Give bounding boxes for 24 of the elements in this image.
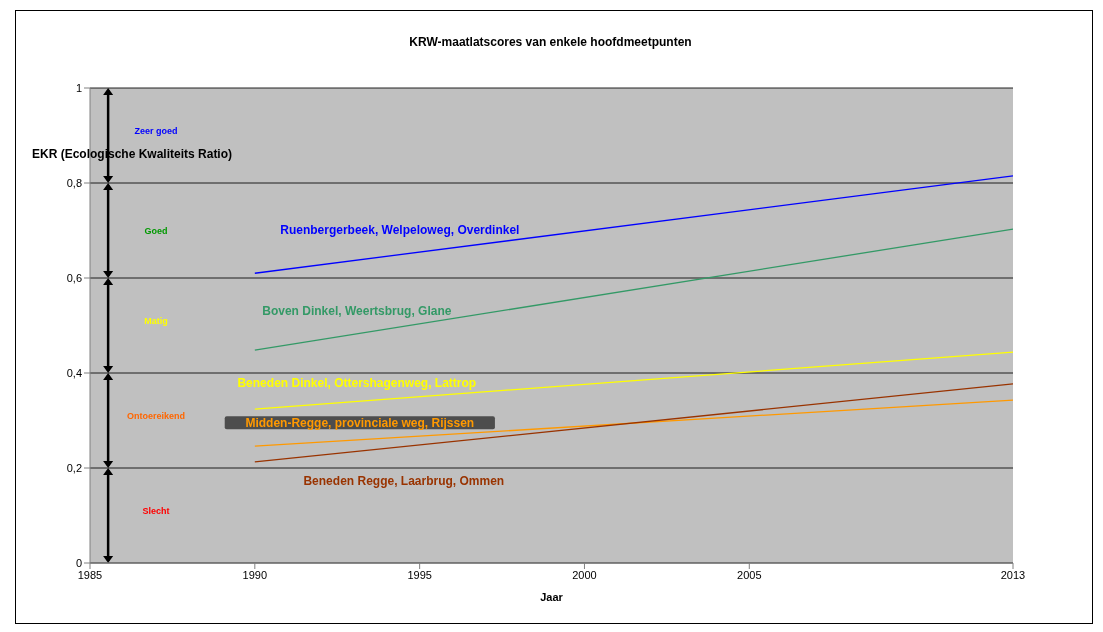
series-label: Midden-Regge, provinciale weg, Rijssen: [245, 416, 475, 431]
series-label: Boven Dinkel, Weertsbrug, Glane: [262, 304, 452, 319]
series-label: Ruenbergerbeek, Welpeloweg, Overdinkel: [280, 223, 520, 238]
x-tick-label: 1995: [407, 568, 432, 581]
series-label: Beneden Dinkel, Ottershagenweg, Lattrop: [237, 376, 477, 391]
annotation: Slecht: [142, 505, 170, 516]
chart-title: KRW-maatlatscores van enkele hoofdmeetpunten: [408, 35, 693, 49]
x-tick-label: 1985: [77, 568, 103, 581]
y-tick-label: 0: [75, 556, 82, 569]
annotation: Zeer goed: [134, 125, 178, 136]
y-tick-label: 0,2: [66, 461, 82, 474]
series-label: Beneden Regge, Laarbrug, Ommen: [303, 473, 505, 488]
y-tick-label: 0,4: [66, 366, 82, 379]
x-axis-title: Jaar: [540, 591, 564, 603]
annotation: Matig: [144, 315, 168, 326]
x-tick-label: 2013: [1000, 568, 1026, 581]
x-tick-label: 1990: [242, 568, 268, 581]
annotation: Goed: [144, 225, 168, 236]
y-tick-label: 0,6: [66, 271, 82, 284]
annotation: Ontoereikend: [126, 410, 185, 421]
x-tick-label: 2000: [572, 568, 597, 581]
y-tick-label: 1: [75, 81, 82, 94]
x-tick-label: 2005: [737, 568, 762, 581]
y-tick-label: 0,8: [66, 176, 82, 189]
